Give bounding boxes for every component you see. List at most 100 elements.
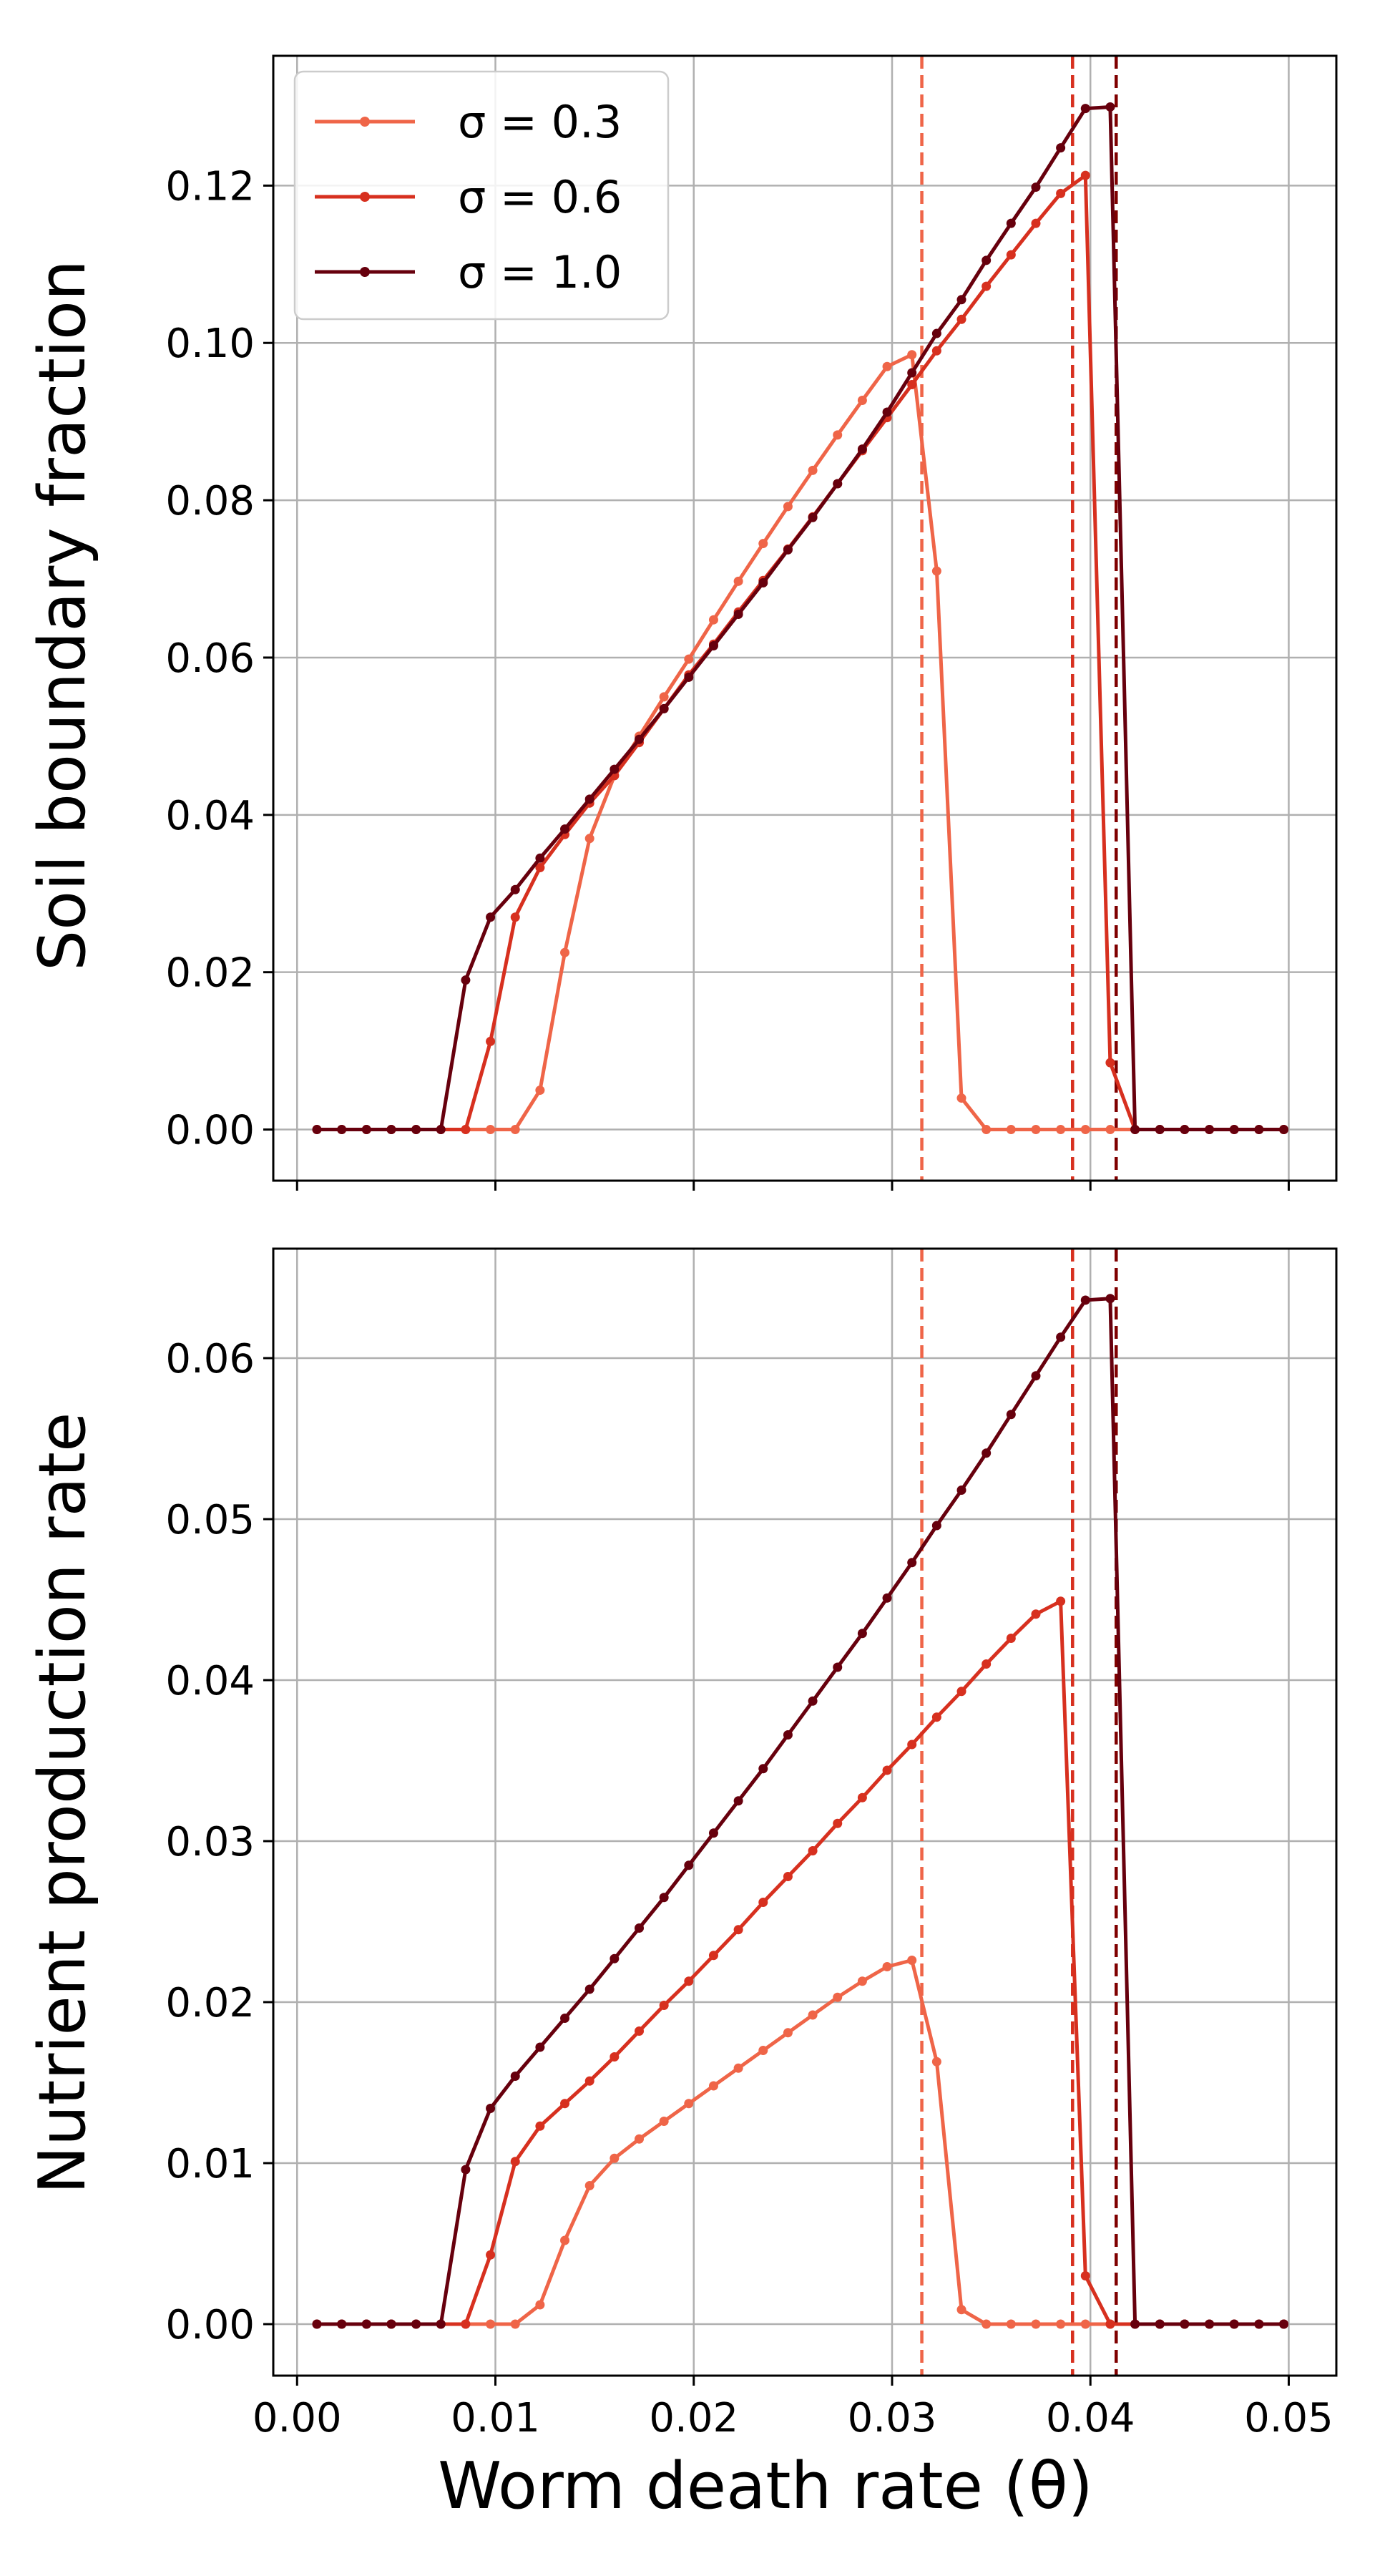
data-point	[733, 610, 743, 620]
data-point	[461, 2319, 471, 2329]
data-point	[1080, 104, 1090, 114]
data-point	[1080, 1125, 1090, 1135]
y-tick-label: 0.04	[165, 793, 255, 839]
data-point	[1130, 1125, 1140, 1135]
data-point	[1031, 1125, 1041, 1135]
data-point	[956, 314, 966, 324]
plot-frame	[272, 54, 1338, 1182]
data-point	[1254, 2319, 1264, 2329]
data-point	[486, 2250, 496, 2260]
data-point	[956, 1687, 966, 1697]
data-point	[1031, 2319, 1041, 2329]
data-point	[708, 2081, 718, 2091]
data-point	[982, 1659, 992, 1669]
legend-label: σ = 1.0	[458, 246, 622, 298]
data-point	[1031, 1371, 1041, 1381]
data-point	[956, 295, 966, 305]
data-point	[659, 2117, 669, 2126]
data-point	[907, 368, 917, 378]
y-tick-label: 0.02	[165, 950, 255, 997]
data-point	[1080, 1295, 1090, 1305]
data-point	[758, 578, 768, 588]
data-point	[312, 2319, 322, 2329]
x-tick-label: 0.00	[253, 2395, 342, 2441]
data-point	[758, 539, 768, 549]
data-point	[1155, 2319, 1165, 2329]
data-point	[1279, 2319, 1289, 2329]
data-point	[584, 2076, 594, 2086]
data-point	[882, 361, 892, 371]
data-point	[535, 2042, 545, 2052]
data-point	[907, 1740, 917, 1750]
data-point	[610, 2052, 620, 2062]
data-point	[931, 566, 941, 576]
data-point	[1105, 1125, 1115, 1135]
data-point	[411, 1125, 421, 1135]
legend: σ = 0.3 σ = 0.6 σ = 1.0	[293, 70, 670, 321]
data-point	[833, 1662, 843, 1672]
bottom-panel: 0.00 0.01 0.02 0.03 0.04 0.05 0.06 0.00 0.01 0.02…	[165, 1247, 1338, 2441]
data-point	[635, 2134, 645, 2144]
data-point	[411, 2319, 421, 2329]
data-point	[733, 1925, 743, 1935]
data-point	[486, 1036, 496, 1046]
x-tick-label: 0.03	[848, 2395, 937, 2441]
data-point	[436, 1125, 446, 1135]
data-point	[808, 1696, 818, 1706]
data-point	[931, 346, 941, 356]
data-point	[708, 1951, 718, 1961]
data-point	[486, 2319, 496, 2329]
data-point	[956, 1093, 966, 1103]
data-point	[635, 734, 645, 744]
data-point	[882, 1593, 892, 1603]
data-point	[1056, 1125, 1066, 1135]
y-tick-label: 0.06	[165, 635, 255, 682]
data-point	[882, 1765, 892, 1775]
data-point	[1031, 218, 1041, 228]
data-point	[783, 545, 793, 555]
data-point	[882, 407, 892, 417]
data-point	[610, 1953, 620, 1963]
data-point	[1006, 1125, 1016, 1135]
data-point	[1031, 182, 1041, 192]
data-point	[1105, 1294, 1115, 1304]
data-point	[783, 2028, 793, 2038]
data-point	[535, 2121, 545, 2131]
data-point	[1105, 2319, 1115, 2329]
y-tick-label: 0.12	[165, 163, 255, 210]
data-point	[1006, 1634, 1016, 1643]
x-tick-label: 0.04	[1046, 2395, 1135, 2441]
data-point	[733, 2063, 743, 2073]
data-point	[1180, 2319, 1190, 2329]
bottom-x-axis-label: Worm death rate (θ)	[438, 2449, 1093, 2524]
bottom-y-axis-label: Nutrient production rate	[25, 1413, 100, 2195]
y-tick-label: 0.06	[165, 1336, 255, 1382]
data-point	[510, 2319, 520, 2329]
data-point	[635, 2026, 645, 2036]
data-point	[857, 1976, 867, 1986]
series-line	[317, 1297, 1284, 2326]
data-point	[635, 1923, 645, 1933]
data-point	[659, 692, 669, 702]
data-point	[1056, 143, 1066, 153]
y-tick-label: 0.05	[165, 1497, 255, 1543]
data-point	[708, 1828, 718, 1838]
data-point	[857, 1629, 867, 1639]
data-point	[337, 1125, 347, 1135]
data-point	[461, 1125, 471, 1135]
data-point	[1205, 1125, 1215, 1135]
x-tick-label: 0.02	[649, 2395, 738, 2441]
data-point	[982, 1125, 992, 1135]
data-point	[684, 2099, 694, 2109]
data-point	[758, 1764, 768, 1774]
data-point	[931, 1521, 941, 1531]
y-tick-label: 0.00	[165, 2302, 255, 2348]
data-point	[337, 2319, 347, 2329]
data-point	[758, 1898, 768, 1907]
legend-frame	[293, 70, 670, 321]
data-point	[461, 975, 471, 985]
data-point	[1006, 218, 1016, 228]
legend-marker	[360, 117, 370, 127]
